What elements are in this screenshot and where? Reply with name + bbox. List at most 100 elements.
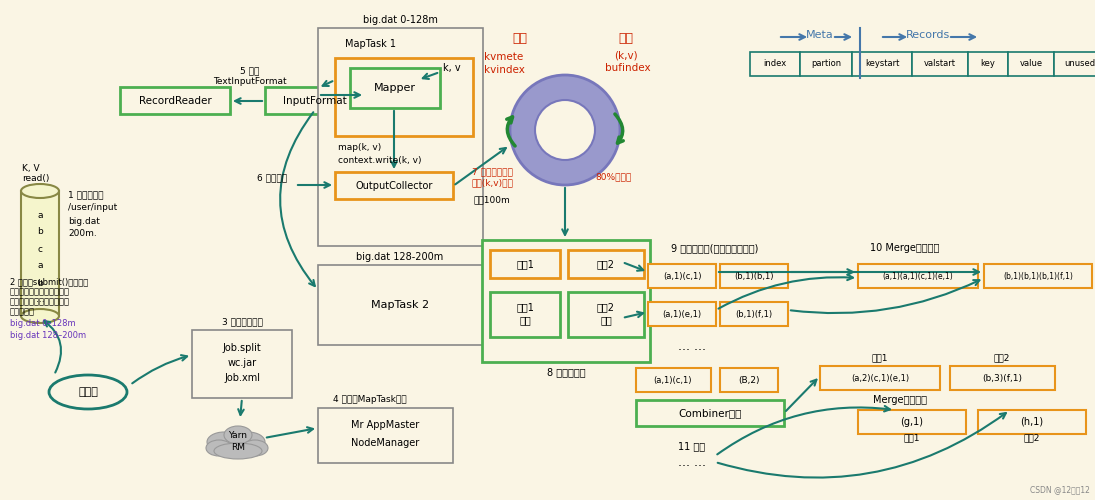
Text: (k,v): (k,v) [614,50,637,60]
Text: MapTask 2: MapTask 2 [371,300,429,310]
Bar [568,250,644,278]
Bar [721,302,788,326]
Text: big.dat 0–128m: big.dat 0–128m [10,320,76,328]
Text: unused: unused [1064,60,1095,68]
Text: key: key [980,60,995,68]
Bar [636,400,784,426]
Text: (B,2): (B,2) [738,376,760,384]
Text: k, v: k, v [443,63,461,73]
Bar [968,52,1008,76]
Text: /user/input: /user/input [68,202,117,211]
Text: Yarn: Yarn [229,432,247,440]
Bar [721,264,788,288]
Bar [800,52,852,76]
Bar [852,52,912,76]
Ellipse shape [49,375,127,409]
Text: map(k, v): map(k, v) [338,144,381,152]
Text: ... ...: ... ... [678,456,706,468]
Text: b: b [37,228,43,236]
Text: ...: ... [36,296,44,304]
Bar [858,264,978,288]
Text: OutputCollector: OutputCollector [355,181,433,191]
Text: value: value [1019,60,1042,68]
Text: 分配的规划: 分配的规划 [10,308,35,316]
Text: InputFormat: InputFormat [284,96,347,106]
Bar [1008,52,1054,76]
Text: 数据: 数据 [619,32,634,44]
Text: 排序: 排序 [600,315,612,325]
Bar [318,28,483,246]
Text: Mapper: Mapper [374,83,416,93]
Text: 分区2: 分区2 [994,354,1011,362]
Text: MapTask 1: MapTask 1 [345,39,396,49]
Text: ... ...: ... ... [678,340,706,352]
Text: 10 Merge归并排序: 10 Merge归并排序 [871,243,940,253]
Bar [912,52,968,76]
Text: 分区2: 分区2 [597,302,615,312]
Text: c: c [37,244,43,254]
Bar [482,240,650,362]
Text: (b,3)(f,1): (b,3)(f,1) [982,374,1022,382]
Bar [489,292,560,337]
Bar [489,250,560,278]
Text: RecordReader: RecordReader [139,96,211,106]
Text: kvmete: kvmete [484,52,523,62]
Ellipse shape [231,432,265,452]
Text: 11 合并: 11 合并 [679,441,705,451]
Text: 7 向环形缓冲区: 7 向环形缓冲区 [472,168,512,176]
Text: 6 逻辑运算: 6 逻辑运算 [257,174,287,182]
Text: kvindex: kvindex [484,65,525,75]
Text: RM: RM [231,444,245,452]
Bar [984,264,1092,288]
Text: 索引: 索引 [512,32,528,44]
Ellipse shape [21,184,59,198]
Text: 8 分区、排序: 8 分区、排序 [546,367,586,377]
Text: Combiner合并: Combiner合并 [678,408,741,418]
Bar [318,265,483,345]
Text: a: a [37,262,43,270]
Text: 写入(k,v)数据: 写入(k,v)数据 [471,178,512,188]
Text: 5 默认: 5 默认 [240,66,260,76]
Text: 排序: 排序 [519,315,531,325]
Text: 200m.: 200m. [68,230,96,238]
Text: 待处理数据的信息，然后根: 待处理数据的信息，然后根 [10,288,70,296]
Text: NodeManager: NodeManager [350,438,419,448]
Text: Meta: Meta [806,30,834,40]
Bar [648,302,716,326]
Bar [1054,52,1095,76]
Ellipse shape [21,309,59,323]
Text: index: index [763,60,786,68]
Text: 80%后反向: 80%后反向 [596,172,632,182]
Ellipse shape [224,426,252,444]
Text: Merge归并排序: Merge归并排序 [873,395,927,405]
Text: (b,1)(f,1): (b,1)(f,1) [736,310,773,318]
Text: b: b [37,278,43,287]
Bar [21,191,59,316]
Text: (g,1): (g,1) [900,417,923,427]
Text: 分区1: 分区1 [903,434,920,442]
Text: partion: partion [811,60,841,68]
Text: (a,1)(a,1)(c,1)(e,1): (a,1)(a,1)(c,1)(e,1) [883,272,954,280]
Text: K, V: K, V [22,164,39,172]
Ellipse shape [242,440,268,456]
Bar [335,58,473,136]
Bar [950,366,1054,390]
Bar [568,292,644,337]
Text: Job.split: Job.split [222,343,262,353]
Bar [335,172,453,199]
Text: 分区1: 分区1 [516,259,534,269]
Bar [721,368,779,392]
Circle shape [535,100,595,160]
Text: (a,2)(c,1)(e,1): (a,2)(c,1)(e,1) [851,374,909,382]
Text: (h,1): (h,1) [1021,417,1044,427]
Bar [318,408,453,463]
Text: 分区2: 分区2 [1024,434,1040,442]
Text: Mr AppMaster: Mr AppMaster [350,420,419,430]
Ellipse shape [214,443,262,459]
Text: 分区2: 分区2 [597,259,615,269]
Text: wc.jar: wc.jar [228,358,256,368]
Text: 默认100m: 默认100m [474,196,510,204]
Text: a: a [37,210,43,220]
Bar [120,87,230,114]
Circle shape [510,75,620,185]
